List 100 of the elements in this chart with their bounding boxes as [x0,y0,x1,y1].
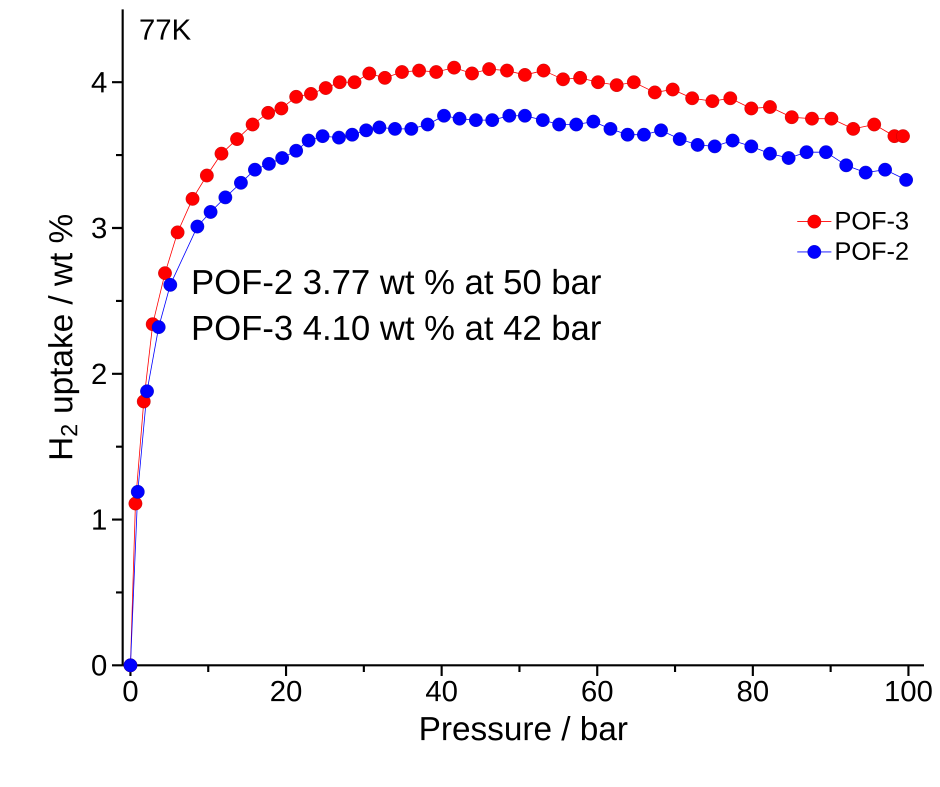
point [824,112,838,126]
point [637,128,651,142]
annotation: POF-2 3.77 wt % at 50 bar [194,269,601,294]
point [204,205,218,219]
point [345,128,360,142]
point [708,140,722,154]
x-tick-label: 20 [271,680,302,702]
point [896,129,910,144]
point [214,146,228,161]
point [289,144,304,158]
y-tick-label: 1 [93,510,106,530]
point [604,122,618,136]
y-tick-label: 0 [92,655,106,676]
point [412,64,426,78]
point [744,140,758,154]
point [784,110,799,124]
point [262,157,276,171]
point [395,65,409,80]
x-tick-label: 40 [426,680,457,702]
point [158,266,172,280]
point [437,109,451,123]
point [591,76,605,90]
point [744,102,758,116]
point [234,176,248,190]
point [404,122,418,136]
point [536,64,550,78]
point [685,92,700,106]
point [469,113,483,128]
point [586,114,600,129]
point [420,118,435,132]
point [452,112,466,126]
x-tick-label: 0 [123,680,138,702]
point [518,68,532,82]
x-tick-label: 60 [582,680,612,702]
point [140,384,154,398]
point [332,130,346,145]
point [690,138,704,152]
point [839,158,854,172]
legend-label: POF-2 [836,242,908,260]
point [726,134,740,148]
point [482,62,496,76]
point [348,76,362,90]
point [447,60,461,75]
annotation: POF-3 4.10 wt % at 42 bar [194,314,601,340]
point [163,278,178,292]
point [372,120,386,134]
point [186,192,200,206]
point [388,122,402,136]
point [130,485,145,499]
point [248,162,262,177]
point [626,76,641,90]
point [465,66,479,81]
point [805,112,819,126]
point [878,162,892,177]
point [648,86,662,100]
point [378,71,392,85]
point [899,173,913,187]
x-tick-label: 80 [738,680,768,702]
point [610,78,624,92]
point [672,132,687,146]
legend-label: POF-3 [836,212,908,230]
point [362,66,376,81]
point [218,190,232,204]
y-tick-label: 2 [92,364,106,384]
y-tick-label: 4 [92,72,106,92]
x-axis-title: Pressure / bar [421,716,628,741]
point [723,92,738,106]
point [654,124,668,138]
point [666,82,680,97]
point [867,118,882,132]
point [274,102,288,116]
point [332,76,347,90]
point [429,65,444,80]
point [763,146,777,161]
point [502,109,516,123]
point [152,320,166,334]
point [763,100,777,114]
point [230,132,244,146]
point [706,94,720,108]
y-tick-label: 3 [92,218,106,239]
point [170,226,184,240]
point [500,64,514,78]
point [536,113,550,128]
point [200,168,214,183]
annotation: 77K [140,20,191,40]
point [569,118,584,132]
point [858,166,873,180]
point [782,151,796,166]
point [819,146,833,160]
point [289,90,304,104]
point [552,118,566,132]
point [556,72,570,86]
point [275,151,290,166]
point [518,109,532,123]
point [190,220,204,234]
point [318,81,333,96]
x-tick-label: 100 [886,680,932,702]
point [316,129,330,144]
point [261,106,276,120]
point [304,87,318,101]
